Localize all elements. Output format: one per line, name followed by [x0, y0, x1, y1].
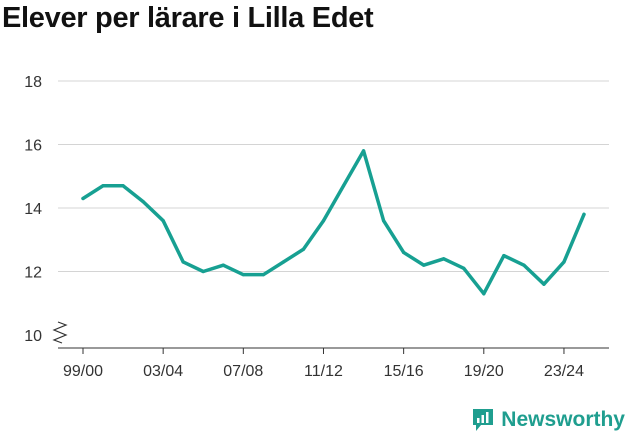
data-point	[361, 149, 366, 153]
brand-logo: Newsworthy	[471, 407, 625, 433]
data-point	[542, 282, 546, 286]
data-point	[301, 247, 306, 251]
x-tick-label: 07/08	[223, 363, 263, 380]
data-point	[502, 254, 506, 258]
series-group	[81, 149, 586, 296]
data-point	[341, 184, 346, 188]
data-point	[161, 219, 165, 223]
data-point	[482, 292, 486, 296]
data-point	[442, 257, 446, 261]
x-tick-label: 19/20	[464, 363, 504, 380]
data-point	[241, 273, 245, 277]
data-point	[221, 263, 225, 267]
data-point	[582, 212, 586, 216]
data-point	[522, 263, 526, 267]
y-tick-label: 10	[24, 328, 42, 345]
data-point	[81, 196, 85, 201]
data-point	[141, 200, 145, 204]
x-tick-label: 23/24	[544, 363, 584, 380]
y-tick-label: 16	[24, 138, 42, 155]
data-point	[201, 269, 205, 274]
x-axis: 99/00 03/04 07/08 11/12 15/16 19/20 23/24	[52, 321, 609, 380]
series-line	[81, 149, 586, 296]
data-point	[422, 263, 426, 267]
data-point	[462, 266, 466, 270]
x-tick-label: 03/04	[143, 363, 183, 380]
data-point	[562, 260, 566, 264]
data-point	[181, 260, 185, 264]
y-tick-label: 18	[24, 74, 42, 91]
chart-title: Elever per lärare i Lilla Edet	[2, 2, 374, 34]
gridlines	[58, 80, 609, 272]
x-tick-label: 15/16	[384, 363, 424, 380]
data-point	[382, 219, 386, 223]
x-tick-label: 99/00	[63, 363, 103, 380]
y-tick-label: 14	[24, 201, 42, 218]
data-point	[321, 219, 326, 223]
data-point	[261, 273, 265, 277]
axis-break-icon	[52, 321, 68, 344]
brand-name: Newsworthy	[501, 408, 625, 431]
y-tick-label: 12	[24, 265, 42, 282]
x-tick-label: 11/12	[304, 363, 343, 380]
data-point	[281, 260, 285, 264]
data-point	[402, 250, 406, 255]
data-point	[121, 184, 125, 188]
newsworthy-logo-icon	[473, 409, 494, 431]
data-point	[101, 184, 105, 188]
y-axis: 10 12 14 16 18	[24, 74, 42, 345]
